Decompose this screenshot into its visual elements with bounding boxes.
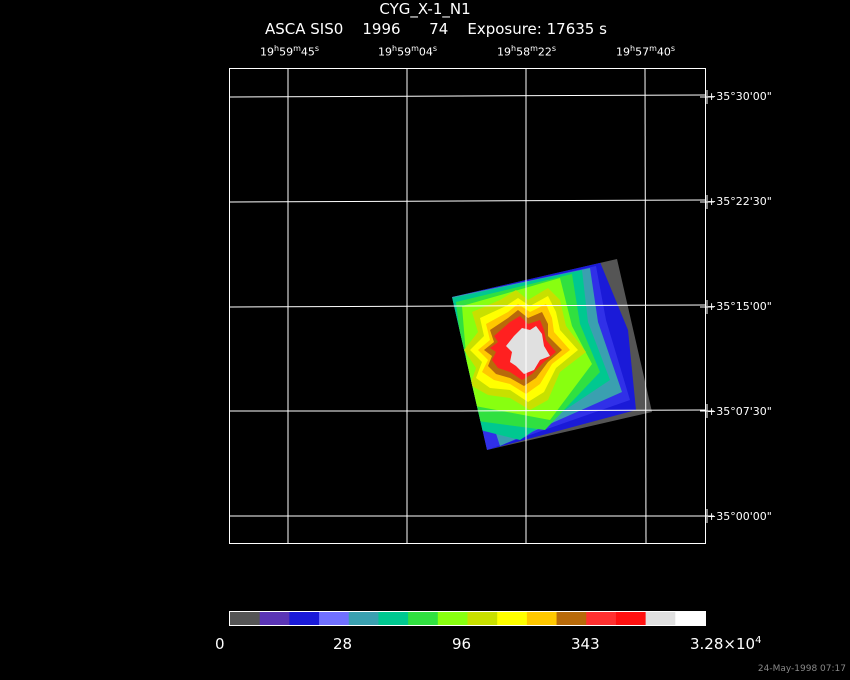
colorbar-swatch — [230, 612, 261, 625]
xray-image — [452, 259, 652, 450]
colorbar-swatch — [348, 612, 379, 625]
colorbar-swatch — [289, 612, 320, 625]
ra-label-3: 19h58m22s — [497, 44, 557, 59]
colorbar-swatch — [378, 612, 409, 625]
colorbar-swatch — [408, 612, 439, 625]
image-title: CYG_X-1_N1 — [379, 0, 471, 18]
ra-label-2: 19h59m04s — [378, 44, 438, 59]
colorbar-swatch — [437, 612, 468, 625]
colorbar-swatch — [467, 612, 498, 625]
colorbar — [230, 612, 706, 625]
colorbar-label-28: 28 — [333, 635, 353, 653]
dec-label-2: +35°22'30" — [707, 195, 772, 208]
colorbar-label-96: 96 — [452, 635, 472, 653]
dec-label-4: +35°07'30" — [707, 405, 772, 418]
colorbar-swatch — [645, 612, 676, 625]
colorbar-swatch — [615, 612, 647, 625]
colorbar-label-max: 3.28×104 — [690, 635, 762, 653]
colorbar-swatch — [319, 612, 350, 625]
coordinate-grid — [229, 68, 706, 544]
timestamp: 24-May-1998 07:17 — [757, 664, 846, 674]
colorbar-swatch — [497, 612, 528, 625]
dec-label-5: +35°00'00" — [707, 510, 772, 523]
colorbar-swatch — [526, 612, 558, 625]
ra-label-4: 19h57m40s — [616, 44, 676, 59]
axis-ticks — [700, 90, 714, 523]
exposure-time: Exposure: 17635 s — [467, 20, 607, 38]
dec-label-3: +35°15'00" — [707, 300, 772, 313]
colorbar-label-min: 0 — [215, 635, 225, 653]
colorbar-swatch — [556, 612, 587, 625]
colorbar-swatch — [675, 612, 706, 625]
dec-label-1: +35°30'00" — [707, 90, 772, 103]
ra-label-1: 19h59m45s — [260, 44, 320, 59]
sequence-number: 74 — [429, 20, 449, 38]
colorbar-label-343: 343 — [571, 635, 600, 653]
instrument-name: ASCA SIS0 — [265, 20, 344, 38]
observation-year: 1996 — [362, 20, 401, 38]
colorbar-swatch — [259, 612, 290, 625]
observation-info: ASCA SIS0 1996 74 Exposure: 17635 s — [265, 20, 607, 38]
colorbar-swatch — [586, 612, 617, 625]
